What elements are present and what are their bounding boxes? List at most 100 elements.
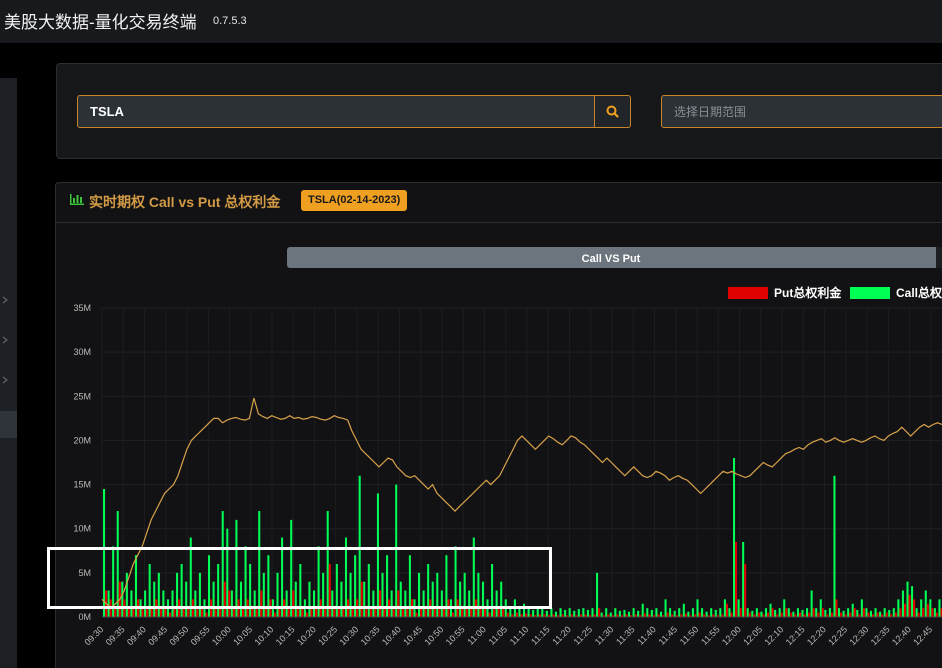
call-bar: [568, 608, 571, 617]
y-tick-label: 15M: [73, 480, 91, 490]
x-tick-label: 12:30: [847, 624, 870, 647]
call-bar: [801, 609, 804, 617]
legend-call-swatch[interactable]: [850, 287, 890, 299]
put-bar: [132, 608, 135, 617]
put-bar: [406, 608, 409, 617]
call-bar: [399, 581, 402, 617]
price-line: [101, 397, 942, 610]
call-bar: [764, 608, 768, 617]
put-bar: [817, 612, 820, 617]
call-bar: [331, 590, 334, 617]
put-bar: [392, 608, 395, 617]
call-bar: [363, 581, 366, 617]
put-bar: [273, 612, 277, 617]
call-bar: [404, 590, 407, 617]
put-bar: [561, 614, 564, 617]
call-bar: [714, 609, 717, 617]
call-bar: [819, 599, 822, 617]
call-bar: [792, 611, 795, 617]
put-bar: [844, 614, 847, 617]
call-bar: [577, 609, 580, 617]
put-bar: [611, 615, 614, 617]
put-bar: [114, 608, 117, 617]
call-bar: [454, 546, 457, 617]
put-bar: [228, 590, 231, 617]
put-bar: [141, 608, 144, 617]
put-bar: [876, 612, 879, 617]
put-bar: [862, 608, 865, 617]
call-bar: [212, 581, 215, 617]
put-bar: [465, 608, 468, 617]
call-bar: [655, 608, 658, 617]
call-bar: [737, 599, 740, 617]
call-bar: [806, 608, 809, 617]
put-bar: [232, 608, 235, 617]
call-bar: [112, 546, 115, 617]
put-bar: [630, 615, 633, 617]
call-bar: [344, 537, 348, 617]
put-bar: [753, 614, 756, 617]
call-bar: [860, 599, 863, 617]
legend-call-label[interactable]: Call总权: [896, 285, 942, 300]
chevron-right-icon[interactable]: [0, 375, 10, 385]
put-bar: [438, 608, 441, 617]
call-bar: [641, 603, 644, 617]
call-bar: [664, 599, 667, 617]
x-tick-label: 10:10: [252, 624, 275, 647]
put-bar: [826, 614, 829, 617]
put-bar: [173, 608, 176, 617]
call-bar: [103, 488, 106, 617]
put-bar: [785, 608, 788, 617]
put-bar: [205, 612, 208, 617]
put-bar: [703, 614, 706, 617]
call-bar: [491, 564, 494, 617]
call-bar: [532, 609, 535, 617]
sidebar-item-active[interactable]: [0, 411, 17, 438]
call-bar: [733, 458, 736, 617]
legend-put-label[interactable]: Put总权利金: [774, 285, 842, 300]
put-bar: [903, 603, 907, 617]
put-bar: [483, 608, 487, 617]
x-tick-label: 12:15: [784, 624, 807, 647]
put-bar: [278, 608, 281, 617]
call-bar: [723, 599, 726, 617]
put-bar: [196, 608, 199, 617]
legend-put-swatch[interactable]: [728, 287, 768, 299]
put-bar: [835, 599, 838, 617]
put-bar: [305, 612, 308, 617]
put-bar: [424, 608, 427, 617]
put-bar: [657, 614, 660, 617]
call-bar: [390, 590, 393, 617]
call-bar: [842, 610, 845, 617]
x-tick-label: 10:55: [444, 624, 467, 647]
call-bar: [874, 608, 877, 617]
put-bar: [164, 608, 167, 617]
put-bar: [365, 608, 368, 617]
chevron-right-icon[interactable]: [0, 335, 10, 345]
put-bar: [693, 614, 697, 617]
put-bar: [242, 608, 245, 617]
put-bar: [648, 614, 651, 617]
x-tick-label: 11:00: [465, 624, 488, 647]
call-bar: [217, 564, 220, 617]
bar-chart-icon: [70, 194, 84, 205]
put-bar: [858, 614, 861, 617]
call-bar: [367, 564, 370, 617]
chevron-right-icon[interactable]: [0, 295, 10, 305]
call-bar: [326, 511, 329, 617]
put-bar: [917, 612, 920, 617]
call-bar: [901, 590, 904, 617]
call-bar: [239, 581, 243, 617]
call-bar: [372, 590, 375, 617]
date-range-input[interactable]: [661, 95, 942, 128]
ticker-search-input[interactable]: [77, 95, 595, 128]
put-bar: [214, 608, 217, 617]
y-tick-label: 5M: [78, 568, 91, 578]
call-bar: [436, 572, 439, 617]
put-bar: [931, 608, 934, 617]
put-bar: [461, 608, 464, 617]
put-bar: [401, 608, 404, 617]
search-button[interactable]: [594, 95, 631, 128]
call-bar: [618, 610, 621, 617]
app-version: 0.7.5.3: [213, 15, 247, 27]
